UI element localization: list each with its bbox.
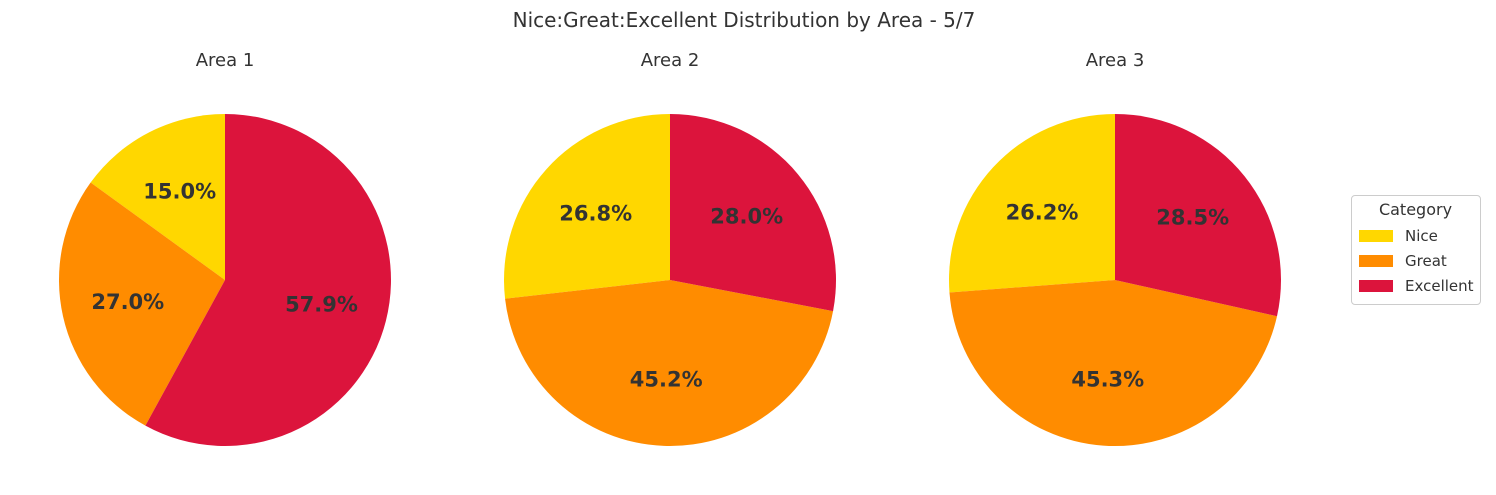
legend-label-great: Great (1405, 251, 1447, 270)
legend-title: Category (1378, 200, 1453, 219)
pie-slice-area-3-excellent (1115, 114, 1281, 317)
pie-slice-area-2-excellent (670, 114, 837, 312)
pie-label-area-3-nice: 26.2% (1006, 200, 1079, 224)
figure-title: Nice:Great:Excellent Distribution by Are… (513, 8, 976, 32)
pie-slice-area-3-nice (948, 114, 1115, 293)
pie-label-area-2-great: 45.2% (630, 368, 703, 392)
pie-title-area-1: Area 1 (196, 50, 255, 71)
pie-label-area-3-excellent: 28.5% (1156, 206, 1229, 230)
pie-slice-area-3-great (949, 280, 1277, 446)
pie-label-area-3-great: 45.3% (1071, 367, 1144, 391)
pie-label-area-1-excellent: 57.9% (285, 293, 358, 317)
pie-slice-area-2-nice (503, 114, 670, 299)
pie-label-area-1-nice: 15.0% (143, 179, 216, 203)
legend-item-nice: Nice (1359, 223, 1472, 248)
legend-item-excellent: Excellent (1359, 273, 1474, 298)
pie-label-area-1-great: 27.0% (91, 290, 164, 314)
legend-swatch-great (1359, 254, 1393, 267)
pie-slice-area-1-nice (90, 114, 225, 280)
pie-group: Area 1 15.0% 27.0% 57.9% Area 2 26.8% 45.2% 28.… (58, 50, 1281, 447)
pie-label-area-2-excellent: 28.0% (710, 205, 783, 229)
pie-label-area-2-nice: 26.8% (559, 202, 632, 226)
pie-slice-area-1-great (58, 182, 226, 426)
pie-slice-area-2-great (505, 280, 834, 447)
legend-swatch-excellent (1359, 279, 1393, 292)
pie-slice-area-1-excellent (145, 114, 391, 446)
legend-label-excellent: Excellent (1405, 276, 1474, 295)
legend-item-great: Great (1359, 248, 1472, 273)
legend-swatch-nice (1359, 229, 1393, 242)
pie-title-area-3: Area 3 (1086, 50, 1145, 71)
legend-label-nice: Nice (1405, 226, 1438, 245)
legend: Category Nice Great Excellent (1351, 195, 1481, 305)
pie-title-area-2: Area 2 (641, 50, 700, 71)
